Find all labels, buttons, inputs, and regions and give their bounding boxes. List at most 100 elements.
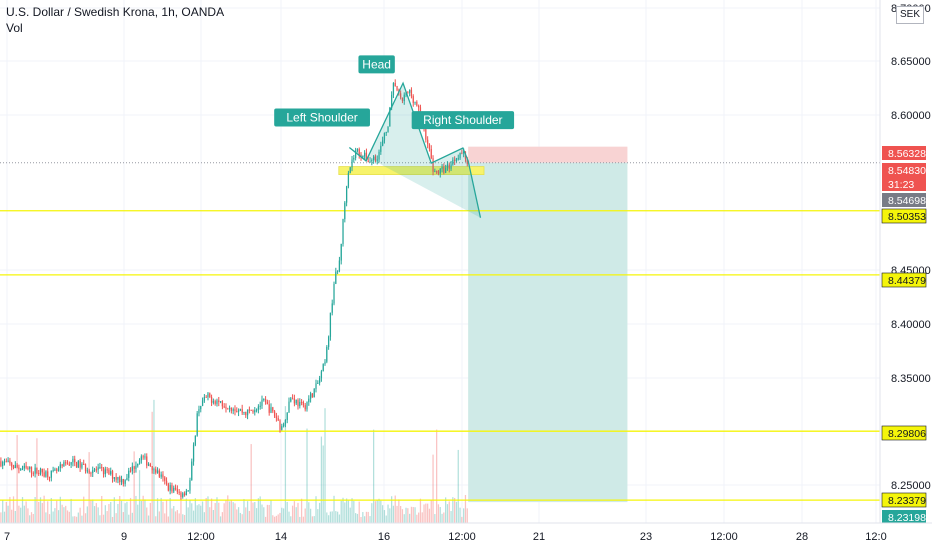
volume-bar (54, 508, 56, 523)
candle-body (295, 400, 297, 404)
candle-body (65, 462, 67, 464)
volume-bar (391, 496, 393, 523)
volume-bar (176, 510, 178, 523)
candle-body (317, 382, 319, 384)
volume-bar (113, 497, 115, 523)
candle-body (232, 409, 234, 411)
candle-body (425, 128, 427, 140)
candle-body (400, 93, 402, 98)
price-axis: 8.700008.650008.600008.450008.400008.350… (879, 0, 932, 524)
candle-body (391, 94, 393, 108)
volume-bar (194, 498, 196, 523)
candle-body (286, 412, 288, 421)
volume-bar (156, 498, 159, 523)
candle-body (18, 467, 20, 470)
candle-body (380, 145, 382, 152)
volume-bar (282, 508, 285, 523)
candle-body (115, 477, 117, 480)
volume-bar (394, 495, 396, 523)
price-label-text: 8.23379 (888, 495, 926, 507)
candle-body (162, 474, 164, 478)
time-axis-bg (0, 523, 932, 550)
candle-body (326, 346, 328, 362)
candle-body (281, 426, 283, 430)
price-label-level (881, 492, 927, 508)
candle-body (191, 461, 193, 481)
volume-bar (401, 509, 404, 523)
candle-body (203, 396, 206, 401)
volume-bar (43, 495, 45, 523)
candle-body (180, 492, 182, 497)
volume-bar (68, 511, 70, 523)
volume-bar (99, 515, 101, 523)
candle-body (430, 149, 432, 159)
volume-bar (410, 506, 413, 523)
volume-bar (338, 514, 341, 523)
candle-body (124, 480, 126, 484)
volume-bar (173, 506, 175, 523)
candle-body (111, 471, 114, 479)
price-label-level (881, 425, 927, 441)
volume-bar (165, 499, 168, 523)
volume-bar (344, 502, 346, 523)
volume-bar (36, 438, 38, 523)
candle-body (5, 461, 7, 463)
volume-bar (360, 516, 362, 523)
candle-body (212, 401, 215, 403)
candle-body (389, 107, 391, 127)
volume-bar (427, 503, 429, 523)
candle-body (77, 460, 79, 468)
candle-body (50, 470, 52, 478)
volume-bar (65, 505, 67, 523)
candle-body (315, 383, 317, 389)
candle-body (2, 462, 4, 466)
volume-bar (101, 495, 103, 523)
candle-body (201, 400, 204, 406)
price-axis-bg (880, 0, 932, 523)
candle-body (196, 413, 198, 436)
price-label-current (882, 163, 926, 177)
candle-body (81, 463, 83, 468)
candle-body (90, 472, 92, 474)
volume-bar (432, 454, 434, 523)
volume-bar (374, 501, 377, 523)
candle-body (171, 485, 173, 492)
volume-bar (318, 502, 321, 523)
volume-bar (92, 499, 94, 523)
volume-bar (445, 497, 447, 523)
candle-body (119, 476, 121, 483)
volume-bar (455, 501, 458, 523)
candle-body (374, 156, 377, 161)
time-tick-label: 9 (121, 531, 127, 543)
volume-bar (382, 505, 384, 523)
volume-bar (203, 512, 206, 523)
candle-body (333, 283, 335, 304)
candle-body (83, 463, 85, 465)
currency-button[interactable]: SEK (896, 6, 924, 24)
volume-bar (398, 499, 400, 523)
candle-body (86, 470, 88, 472)
volume-bar (430, 500, 432, 523)
time-tick-label: 12:00 (448, 531, 476, 543)
profit-target-zone (468, 162, 628, 503)
candle-body (63, 462, 65, 467)
candle-body (135, 465, 137, 469)
pattern-label: Head (362, 57, 391, 71)
candle-body (169, 485, 171, 491)
volume-bar (142, 495, 144, 523)
candle-body (178, 491, 180, 493)
candle-body (3, 461, 6, 463)
volume-bar (12, 496, 15, 523)
candle-body (309, 393, 312, 399)
volume-bar (39, 497, 42, 523)
volume-bar (254, 502, 256, 523)
volume-bar (2, 500, 4, 523)
volume-bar (155, 516, 157, 523)
candle-body (0, 461, 2, 466)
candle-body (302, 402, 305, 406)
volume-bar (234, 503, 236, 523)
candle-body (241, 409, 243, 413)
volume-bar (248, 510, 251, 523)
candle-body (185, 490, 187, 496)
